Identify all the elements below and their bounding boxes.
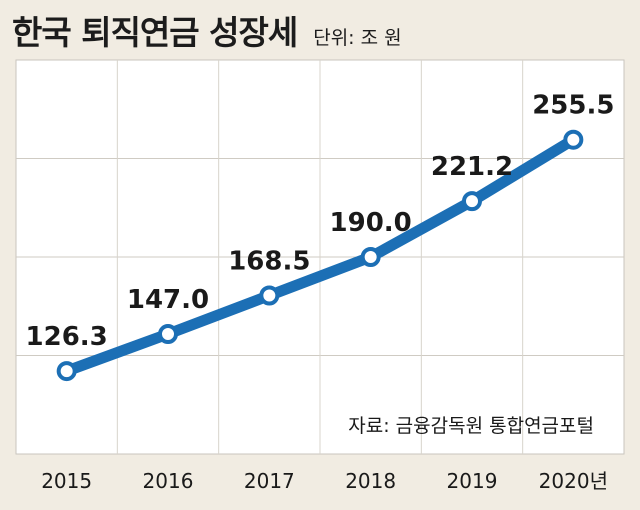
chart-header: 한국 퇴직연금 성장세 단위: 조 원: [12, 6, 402, 54]
source-note: 자료: 금융감독원 통합연금포털: [348, 415, 594, 437]
data-labels: 126.3 147.0 168.5 190.0 221.2 255.5: [26, 91, 615, 352]
data-point: [56, 361, 77, 382]
data-point: [360, 247, 381, 267]
data-point: [462, 191, 482, 212]
x-tick-label: 2015: [41, 469, 92, 493]
x-tick-label: 2020년: [539, 469, 608, 493]
chart-title: 한국 퇴직연금 성장세: [12, 13, 298, 52]
x-tick-label: 2018: [345, 469, 396, 493]
category-dividers: [116, 60, 524, 454]
series-line-group: [61, 134, 579, 377]
data-label: 221.2: [431, 152, 513, 182]
data-label: 190.0: [330, 208, 412, 238]
data-point: [158, 324, 178, 345]
data-label: 255.5: [532, 91, 614, 121]
data-point: [563, 129, 584, 150]
data-points: [56, 129, 584, 382]
data-point: [259, 285, 280, 306]
x-axis-ticks: 2015 2016 2017 2018 2019 2020년: [41, 469, 608, 493]
data-label: 126.3: [26, 322, 108, 352]
unit-label: 단위: 조 원: [313, 27, 402, 49]
data-label: 168.5: [228, 247, 310, 277]
x-tick-label: 2019: [447, 469, 498, 493]
x-tick-label: 2017: [244, 469, 295, 493]
series-line: [61, 134, 579, 377]
data-label: 147.0: [127, 285, 209, 315]
x-tick-label: 2016: [143, 469, 194, 493]
